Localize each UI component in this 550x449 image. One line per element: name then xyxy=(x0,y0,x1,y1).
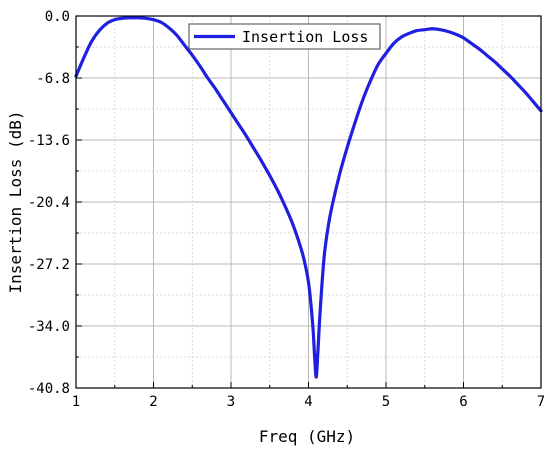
series-line-insertion-loss xyxy=(74,16,543,379)
y-tick-label: 0.0 xyxy=(45,9,70,25)
legend-label-insertion-loss: Insertion Loss xyxy=(242,28,368,46)
x-tick-label: 1 xyxy=(72,394,80,410)
legend-box xyxy=(188,23,381,50)
y-tick-label: -40.8 xyxy=(28,381,70,397)
y-axis-label: Insertion Loss (dB) xyxy=(6,110,25,293)
y-tick-label: -27.2 xyxy=(28,257,70,273)
x-tick-label: 7 xyxy=(537,394,545,410)
y-tick-label: -13.6 xyxy=(28,133,70,149)
legend: Insertion Loss xyxy=(188,23,381,50)
x-tick-label: 2 xyxy=(149,394,157,410)
y-tick-label: -20.4 xyxy=(28,195,70,211)
x-axis-label: Freq (GHz) xyxy=(259,427,355,446)
series-layer xyxy=(74,16,543,379)
axis-ticks xyxy=(75,15,542,389)
x-tick-label: 3 xyxy=(227,394,235,410)
x-tick-labels: 1 2 3 4 5 6 7 xyxy=(72,394,545,410)
y-tick-label: -34.0 xyxy=(28,319,70,335)
x-tick-label: 6 xyxy=(459,394,467,410)
x-tick-label: 4 xyxy=(304,394,312,410)
y-tick-labels: 0.0 -6.8 -13.6 -20.4 -27.2 -34.0 -40.8 xyxy=(28,9,70,397)
x-tick-label: 5 xyxy=(382,394,390,410)
y-tick-label: -6.8 xyxy=(36,71,70,87)
grid xyxy=(76,16,541,388)
